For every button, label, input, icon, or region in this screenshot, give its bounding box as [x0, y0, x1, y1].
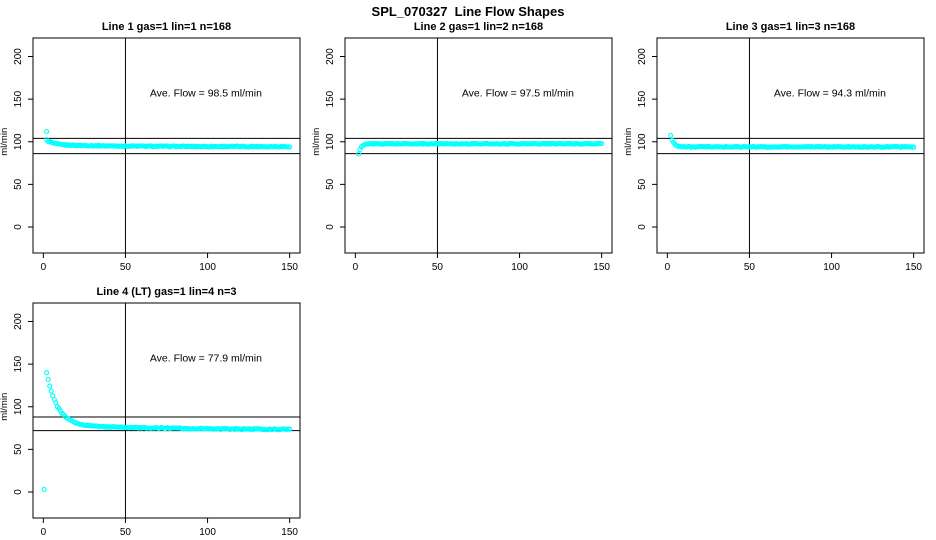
x-tick-label: 150	[905, 262, 922, 273]
y-tick-label: 0	[13, 489, 24, 495]
subplot-1: 0 50 100 150 0 50 100 150 200 ml/min Line 1 gas=1 …	[0, 21, 301, 273]
y-tick-label: 100	[13, 398, 24, 415]
x-tick-label: 0	[41, 527, 47, 538]
figure-title: SPL_070327 Line Flow Shapes	[371, 4, 565, 19]
plot-box	[344, 37, 613, 254]
y-tick-label: 150	[13, 355, 24, 372]
plot-box	[32, 37, 301, 254]
x-tick-label: 100	[199, 527, 216, 538]
x-axis: 0 50 100 150	[41, 518, 298, 538]
reference-lines	[345, 137, 612, 155]
plot-box	[656, 37, 925, 254]
y-tick-label: 0	[325, 224, 336, 230]
plot-box	[32, 302, 301, 519]
reference-lines	[657, 137, 924, 155]
y-tick-label: 200	[637, 48, 648, 65]
y-tick-label: 0	[637, 224, 648, 230]
y-tick-label: 50	[637, 178, 648, 190]
y-axis: 0 50 100 150 200	[13, 48, 33, 230]
x-axis: 0 50 100 150	[665, 253, 922, 273]
reference-lines	[33, 137, 300, 155]
subplot-title: Line 3 gas=1 lin=3 n=168	[726, 21, 855, 33]
x-tick-label: 0	[41, 262, 47, 273]
y-axis: 0 50 100 150 200	[637, 48, 657, 230]
y-tick-label: 100	[637, 133, 648, 150]
y-axis: 0 50 100 150 200	[325, 48, 345, 230]
y-tick-label: 150	[637, 90, 648, 107]
y-axis-label: ml/min	[311, 128, 322, 156]
data-points	[41, 370, 293, 492]
subplot-title: Line 1 gas=1 lin=1 n=168	[102, 21, 231, 33]
avg-flow-annotation: Ave. Flow = 97.5 ml/min	[462, 88, 574, 100]
subplot-4: 0 50 100 150 0 50 100 150 200 ml/min Line 4 (LT) g…	[0, 286, 301, 538]
y-tick-label: 200	[13, 313, 24, 330]
x-tick-label: 50	[744, 262, 756, 273]
x-tick-label: 0	[665, 262, 671, 273]
avg-flow-annotation: Ave. Flow = 94.3 ml/min	[774, 88, 886, 100]
subplot-2: 0 50 100 150 0 50 100 150 200 ml/min Line 2 gas=1 …	[311, 21, 613, 273]
avg-flow-annotation: Ave. Flow = 77.9 ml/min	[150, 353, 262, 365]
y-axis-label: ml/min	[0, 393, 10, 421]
y-tick-label: 50	[13, 178, 24, 190]
y-tick-label: 50	[325, 178, 336, 190]
y-tick-label: 200	[13, 48, 24, 65]
subplot-3: 0 50 100 150 0 50 100 150 200 ml/min Line 3 gas=1 …	[623, 21, 925, 273]
y-tick-label: 200	[325, 48, 336, 65]
x-tick-label: 150	[281, 262, 298, 273]
x-tick-label: 50	[120, 527, 132, 538]
data-points	[356, 140, 605, 157]
x-tick-label: 150	[281, 527, 298, 538]
x-axis: 0 50 100 150	[353, 253, 610, 273]
x-axis: 0 50 100 150	[41, 253, 298, 273]
x-tick-label: 0	[353, 262, 359, 273]
subplot-title: Line 2 gas=1 lin=2 n=168	[414, 21, 543, 33]
x-tick-label: 50	[432, 262, 444, 273]
data-points	[668, 132, 917, 150]
y-tick-label: 100	[13, 133, 24, 150]
subplot-title: Line 4 (LT) gas=1 lin=4 n=3	[96, 286, 236, 298]
y-tick-label: 100	[325, 133, 336, 150]
x-tick-label: 150	[593, 262, 610, 273]
x-tick-label: 100	[199, 262, 216, 273]
y-tick-label: 0	[13, 224, 24, 230]
y-axis-label: ml/min	[623, 128, 634, 156]
x-tick-label: 50	[120, 262, 132, 273]
x-tick-label: 100	[823, 262, 840, 273]
y-tick-label: 50	[13, 443, 24, 455]
y-tick-label: 150	[13, 90, 24, 107]
y-axis-label: ml/min	[0, 128, 10, 156]
y-axis: 0 50 100 150 200	[13, 313, 33, 495]
data-points	[44, 128, 293, 150]
x-tick-label: 100	[511, 262, 528, 273]
avg-flow-annotation: Ave. Flow = 98.5 ml/min	[150, 88, 262, 100]
y-tick-label: 150	[325, 90, 336, 107]
